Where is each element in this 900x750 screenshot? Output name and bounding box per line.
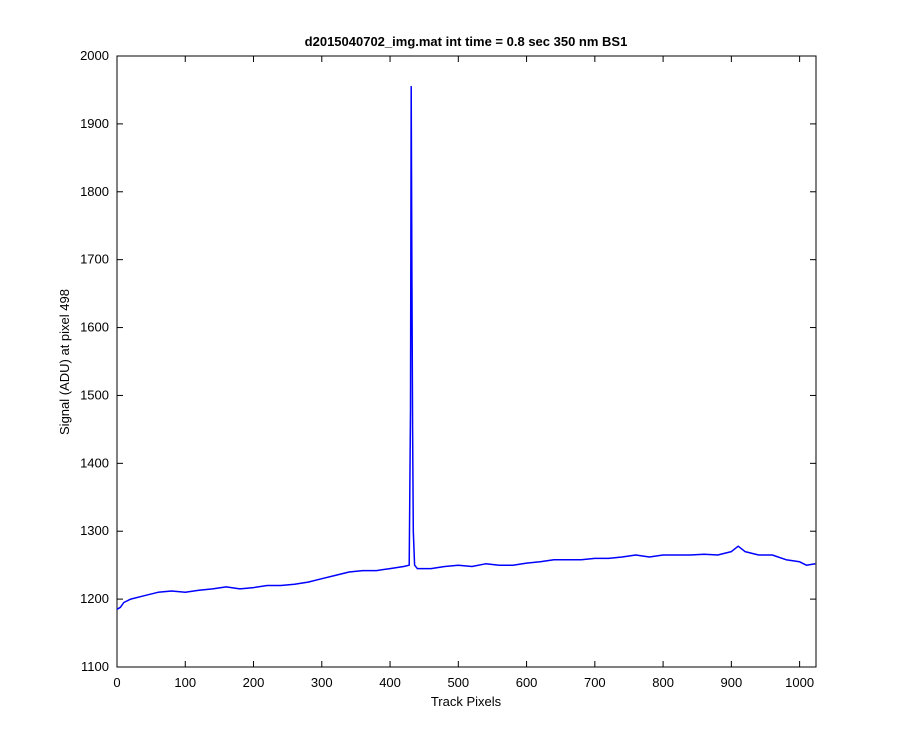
x-tick-label: 900 [721, 675, 743, 690]
y-tick-label: 1200 [80, 591, 109, 606]
y-tick-label: 1500 [80, 387, 109, 402]
y-tick-label: 1300 [80, 523, 109, 538]
y-axis-label: Signal (ADU) at pixel 498 [57, 289, 72, 435]
series-line [116, 85, 816, 610]
x-tick-label: 1000 [785, 675, 814, 690]
x-tick-label: 100 [174, 675, 196, 690]
y-tick-label: 1400 [80, 455, 109, 470]
x-axis-label: Track Pixels [431, 694, 502, 709]
x-tick-label: 600 [516, 675, 538, 690]
chart-title: d2015040702_img.mat int time = 0.8 sec 3… [305, 34, 628, 49]
x-tick-label: 700 [584, 675, 606, 690]
x-tick-label: 300 [311, 675, 333, 690]
x-tick-label: 500 [447, 675, 469, 690]
plot-area: 0 100 200 300 400 500 600 700 800 900 1000 1100 1200… [80, 48, 817, 690]
y-tick-label: 1700 [80, 252, 109, 267]
y-tick-label: 2000 [80, 48, 109, 63]
x-tick-label: 400 [379, 675, 401, 690]
y-tick-label: 1900 [80, 116, 109, 131]
axes-box [116, 55, 817, 668]
y-tick-label: 1100 [81, 659, 109, 674]
y-tick-label: 1600 [80, 320, 109, 335]
x-tick-label: 800 [652, 675, 674, 690]
x-tick-label: 200 [243, 675, 265, 690]
x-tick-label: 0 [113, 675, 120, 690]
y-tick-label: 1800 [80, 184, 109, 199]
